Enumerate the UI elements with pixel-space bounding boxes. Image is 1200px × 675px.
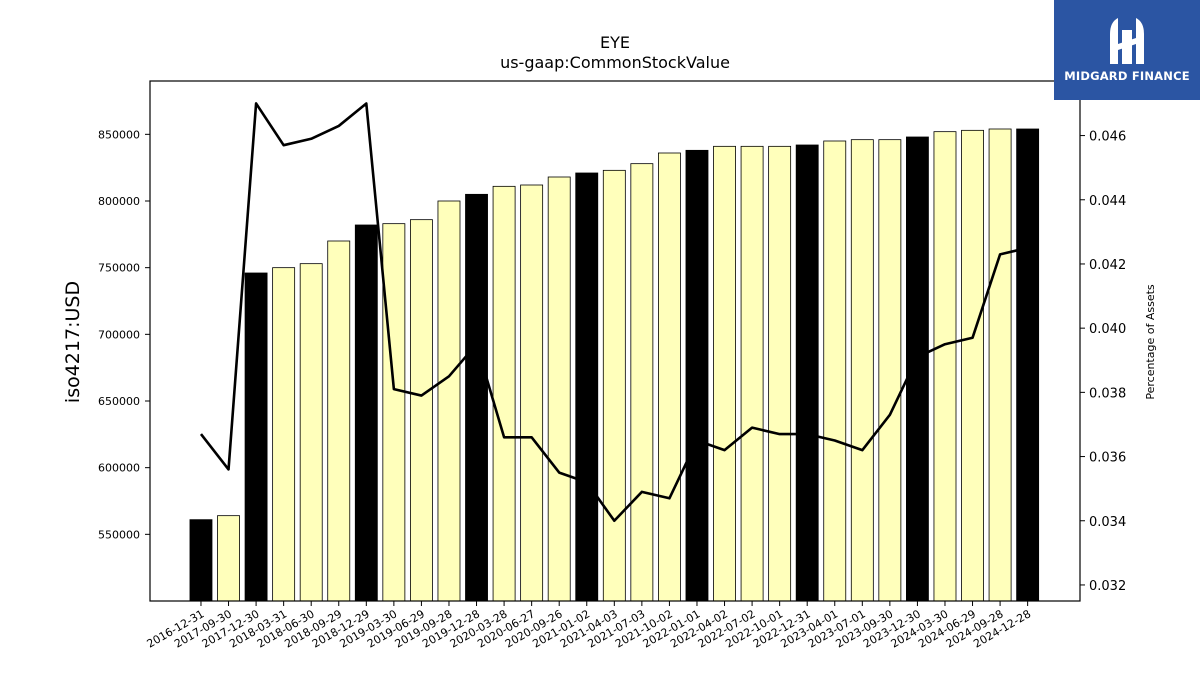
bar (520, 184, 544, 602)
y-tick-label: 550000 (98, 528, 140, 541)
chart-subtitle: us-gaap:CommonStockValue (500, 53, 730, 72)
bar (409, 219, 433, 602)
line-series (199, 102, 1028, 523)
y-tick-label: 800000 (98, 195, 140, 208)
y2-tick-label: 0.046 (1089, 130, 1126, 145)
bar (354, 224, 378, 602)
bar (217, 515, 240, 602)
bar (768, 145, 792, 602)
y2-tick-label: 0.034 (1089, 515, 1126, 530)
bar (878, 139, 902, 602)
y2-tick-label: 0.042 (1089, 258, 1126, 273)
right-y-ticks: 0.032 0.034 0.036 0.038 0.040 0.042 0.044 0.046 (1080, 130, 1126, 594)
bar (602, 169, 626, 602)
y2-tick-label: 0.044 (1089, 194, 1126, 209)
bar (575, 172, 599, 602)
bar (630, 163, 654, 602)
y2-tick-label: 0.032 (1089, 579, 1126, 594)
bar (244, 272, 268, 602)
y-axis-label: iso4217:USD (62, 281, 84, 403)
bar (658, 152, 681, 602)
y2-tick-label: 0.038 (1089, 386, 1126, 401)
bar (906, 136, 929, 602)
bar (437, 200, 461, 602)
bar (933, 131, 957, 602)
bar (547, 176, 571, 602)
y-tick-label: 750000 (98, 262, 140, 275)
bar (299, 263, 323, 602)
y-tick-label: 850000 (98, 128, 140, 141)
logo-text: MIDGARD FINANCE (1064, 69, 1190, 83)
bar (685, 149, 709, 602)
bar (189, 519, 213, 602)
bar (988, 128, 1012, 602)
bar (1016, 128, 1040, 602)
left-y-ticks: 550000 600000 650000 700000 750000 800000 8500… (98, 128, 150, 541)
y-tick-label: 650000 (98, 395, 140, 408)
y-tick-label: 700000 (98, 328, 140, 341)
logo-mark-icon (1110, 18, 1144, 64)
y2-axis-label: Percentage of Assets (1144, 284, 1157, 400)
brand-logo: MIDGARD FINANCE (1054, 0, 1200, 100)
bar (272, 267, 296, 602)
axes (149, 80, 1081, 602)
bar (823, 140, 847, 602)
bar (850, 139, 874, 602)
chart-title: EYE (600, 33, 630, 52)
bar (465, 193, 488, 602)
bar (740, 145, 764, 602)
plot-frame (149, 80, 1081, 602)
bar (961, 129, 984, 602)
bar-series (189, 128, 1040, 602)
y2-tick-label: 0.040 (1089, 322, 1126, 337)
y-tick-label: 600000 (98, 462, 140, 475)
bar (795, 144, 819, 602)
bar (327, 240, 351, 602)
bar (713, 145, 736, 602)
bar (382, 223, 406, 602)
x-ticks: 2016-12-312017-09-302017-12-302018-03-31… (145, 601, 1033, 651)
y2-tick-label: 0.036 (1089, 451, 1126, 466)
bar (492, 185, 516, 602)
pct-assets-line (199, 102, 1028, 523)
